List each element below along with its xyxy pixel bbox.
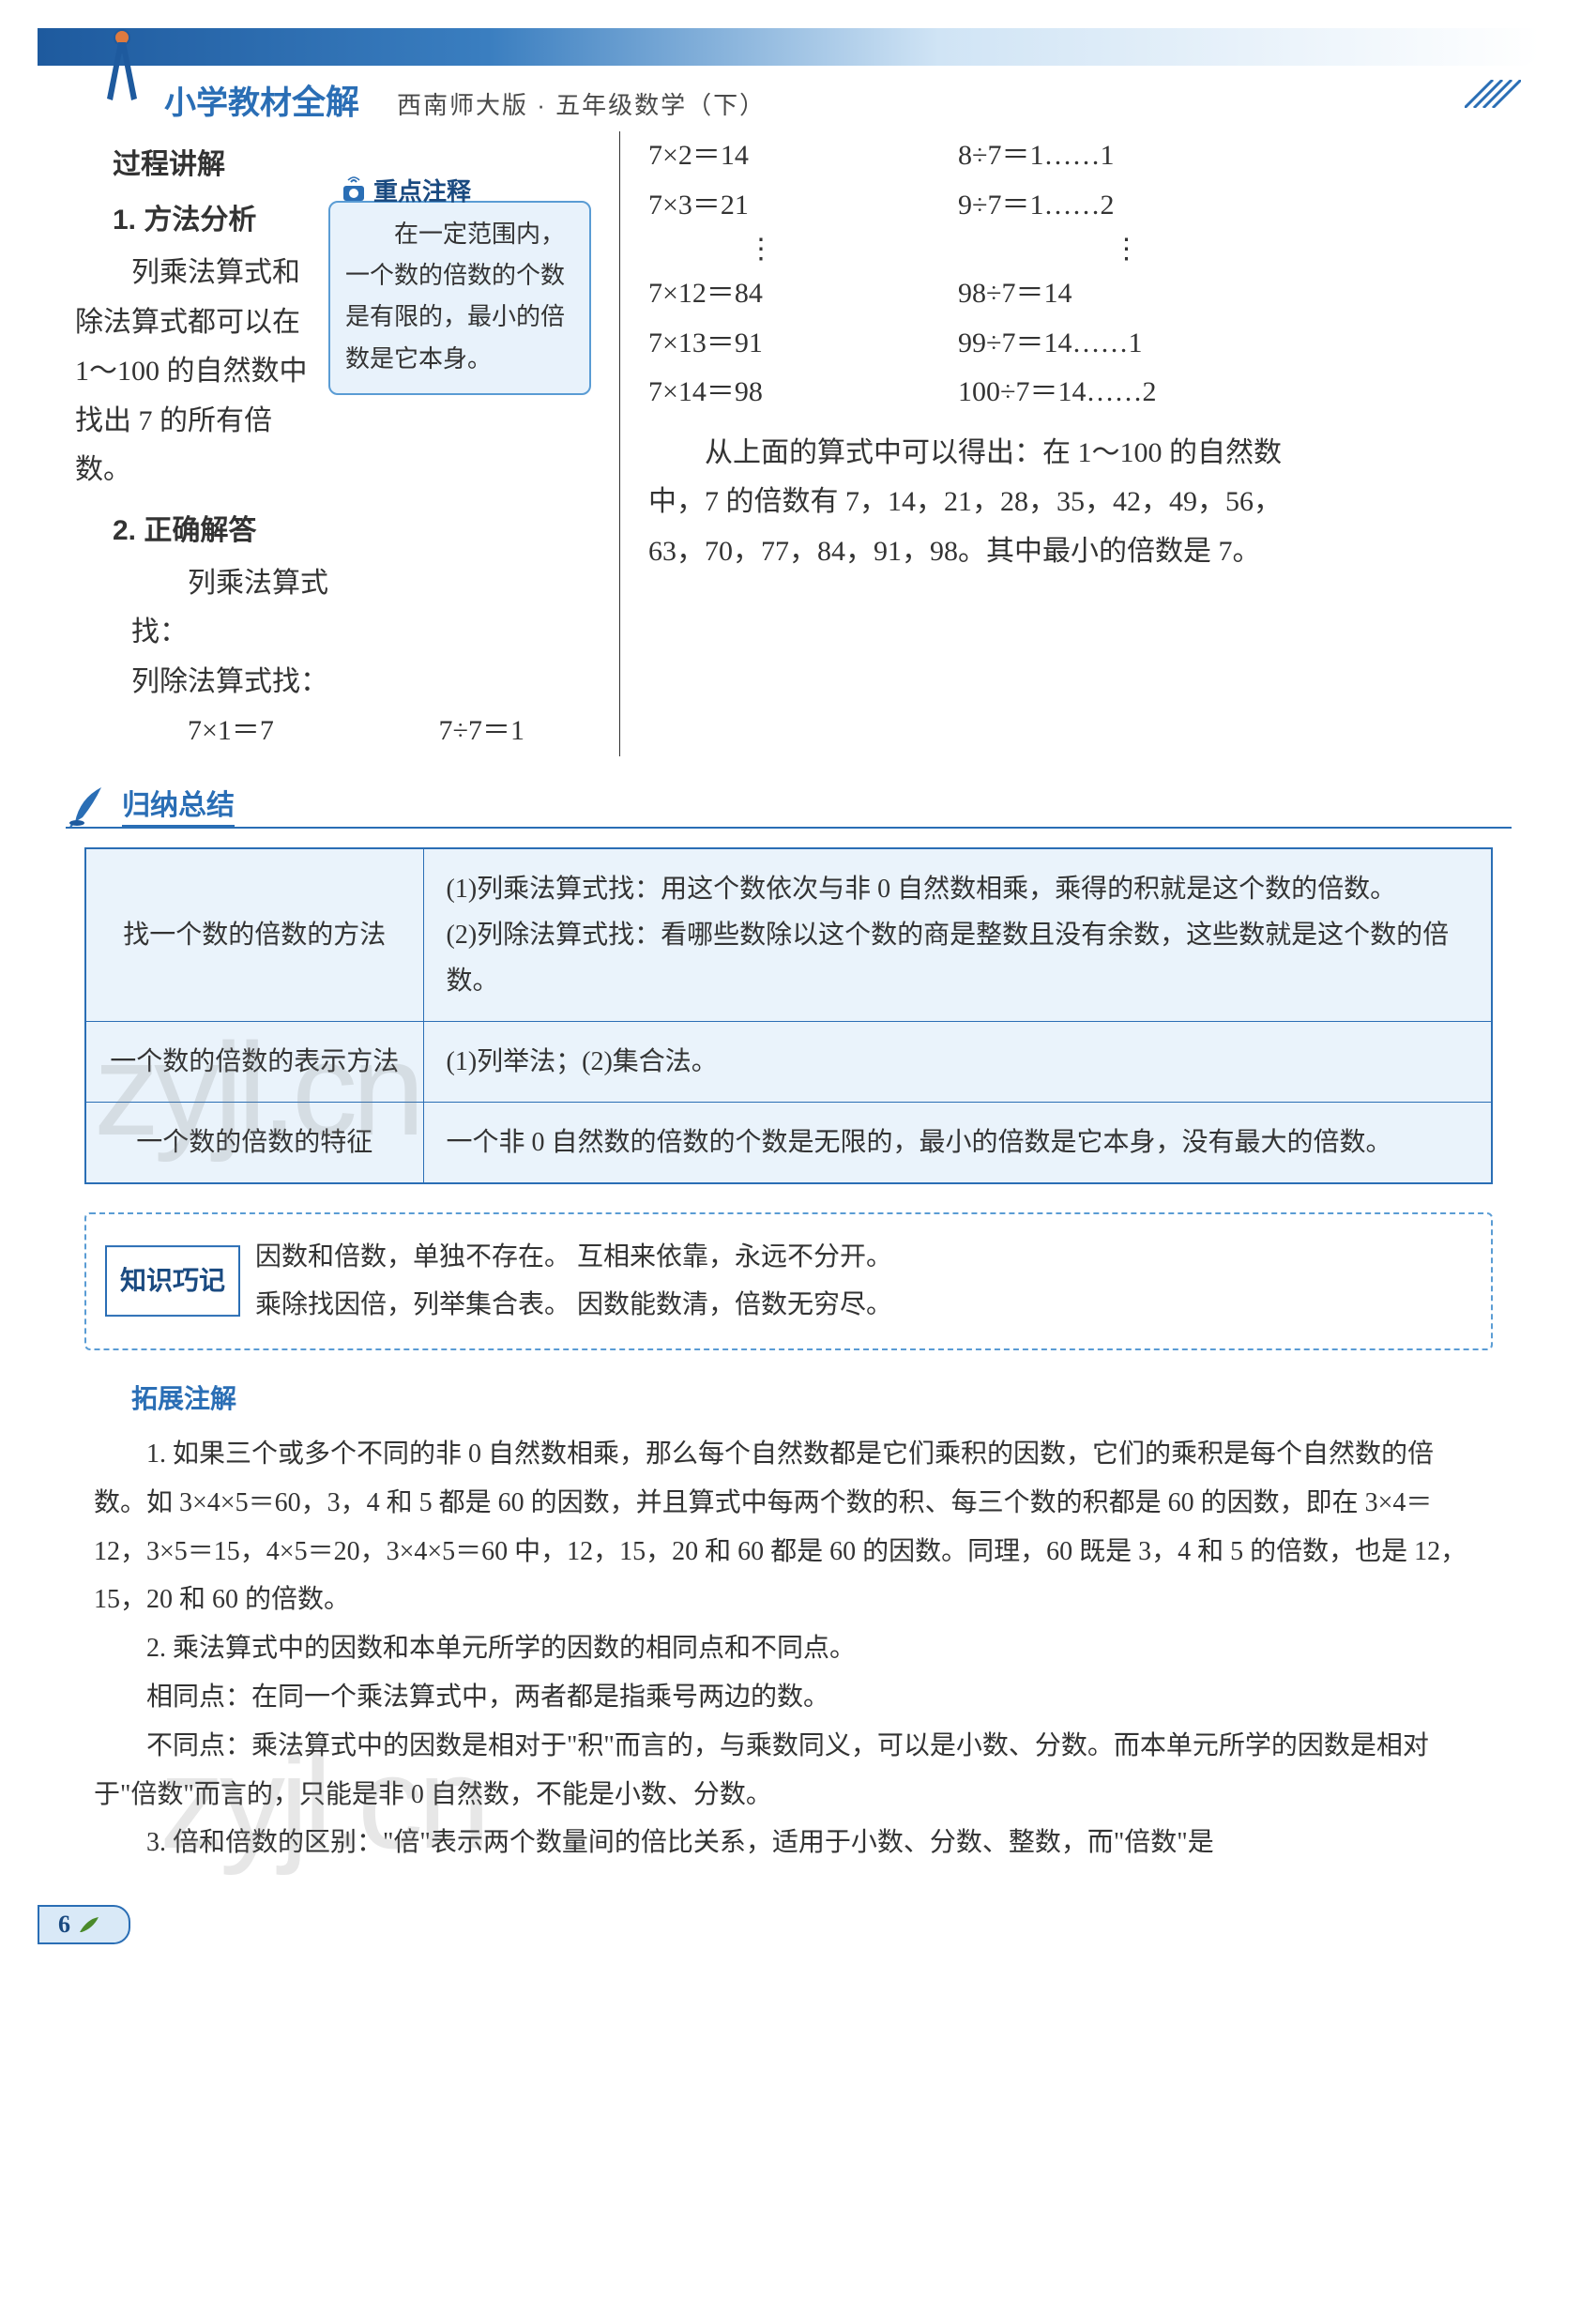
summary-header: 归纳总结 [66,780,1540,827]
summary-content-cell: (1)列举法；(2)集合法。 [423,1021,1492,1102]
calc-row: 7×2＝14 8÷7＝1……1 [648,131,1295,181]
calc-right-cell: 9÷7＝1……2 [958,181,1295,231]
answer-labels: 列乘法算式找： 列除法算式找： [75,559,591,708]
calc-row: 7×3＝21 9÷7＝1……2 [648,181,1295,231]
tips-label: 知识巧记 [105,1245,240,1317]
extension-heading: 拓展注解 [131,1378,1540,1416]
summary-section: 归纳总结 找一个数的倍数的方法(1)列乘法算式找：用这个数依次与非 0 自然数相… [38,780,1540,1184]
summary-row: 一个数的倍数的特征一个非 0 自然数的倍数的个数是无限的，最小的倍数是它本身，没… [85,1102,1492,1183]
title-block: 小学教材全解 西南师大版 · 五年级数学（下） [164,75,766,124]
summary-content-cell: 一个非 0 自然数的倍数的个数是无限的，最小的倍数是它本身，没有最大的倍数。 [423,1102,1492,1183]
leaf-icon [78,1915,100,1934]
calc-right-cell: 100÷7＝14……2 [958,368,1295,418]
tips-line-2: 乘除找因倍，列举集合表。 因数能数清，倍数无穷尽。 [255,1281,1465,1330]
calc-left-cell: 7×14＝98 [648,368,874,418]
note-title: 重点注释 [373,173,471,207]
calc-left-cell: 7×12＝84 [648,269,874,319]
div-first: 7÷7＝1 [383,707,524,756]
page-number: 6 [58,1911,70,1939]
summary-underline [66,827,1512,829]
feather-icon [66,780,113,827]
tips-line-1: 因数和倍数，单独不存在。 互相来依靠，永远不分开。 [255,1233,1465,1282]
note-header: 重点注释 [340,173,471,207]
calculation-rows: 7×2＝148÷7＝1……17×3＝219÷7＝1……2⋮⋮7×12＝8498÷… [648,131,1295,418]
calc-row: 7×12＝84 98÷7＝14 [648,269,1295,319]
mult-label: 列乘法算式找： [131,559,375,658]
ext-p5: 3. 倍和倍数的区别："倍"表示两个数量间的倍比关系，适用于小数、分数、整数，而… [94,1819,1483,1867]
note-body: 在一定范围内，一个数的倍数的个数是有限的，最小的倍数是它本身。 [345,214,574,380]
ext-p4: 不同点：乘法算式中的因数是相对于"积"而言的，与乘数同义，可以是小数、分数。而本… [94,1722,1483,1820]
tips-box: 知识巧记 因数和倍数，单独不存在。 互相来依靠，永远不分开。 乘除找因倍，列举集… [84,1212,1493,1351]
hatch-decoration-icon [1465,80,1521,108]
summary-content-cell: (1)列乘法算式找：用这个数依次与非 0 自然数相乘，乘得的积就是这个数的倍数。… [423,848,1492,1022]
two-column-layout: 过程讲解 重点注释 在一定范围内，一个数的倍数的个数是有限的，最小的倍数是它本身… [75,131,1540,756]
calc-row: 7×14＝98 100÷7＝14……2 [648,368,1295,418]
calc-row: 7×13＝91 99÷7＝14……1 [648,319,1295,369]
book-title: 小学教材全解 [164,75,359,124]
calc-left-cell: 7×3＝21 [648,181,874,231]
page-header: 小学教材全解 西南师大版 · 五年级数学（下） [38,28,1540,113]
summary-table: 找一个数的倍数的方法(1)列乘法算式找：用这个数依次与非 0 自然数相乘，乘得的… [84,847,1493,1184]
right-column: 7×2＝148÷7＝1……17×3＝219÷7＝1……2⋮⋮7×12＝8498÷… [619,131,1295,756]
summary-label-cell: 一个数的倍数的特征 [85,1102,423,1183]
conclusion-text: 从上面的算式中可以得出：在 1～100 的自然数中，7 的倍数有 7，14，21… [648,429,1295,577]
page-footer: 6 [38,1905,1540,1944]
summary-row: 找一个数的倍数的方法(1)列乘法算式找：用这个数依次与非 0 自然数相乘，乘得的… [85,848,1492,1022]
summary-title: 归纳总结 [122,782,235,827]
ext-p3: 相同点：在同一个乘法算式中，两者都是指乘号两边的数。 [94,1673,1483,1722]
book-title-emph: 全解 [292,83,359,121]
calc-right-cell: 98÷7＝14 [958,269,1295,319]
compass-icon [94,23,150,108]
key-note-box: 重点注释 在一定范围内，一个数的倍数的个数是有限的，最小的倍数是它本身。 [328,201,591,395]
left-column: 过程讲解 重点注释 在一定范围内，一个数的倍数的个数是有限的，最小的倍数是它本身… [75,131,619,756]
calc-right-cell: 8÷7＝1……1 [958,131,1295,181]
mult-first: 7×1＝7 [131,707,375,756]
div-label: 列除法算式找： [75,658,328,708]
summary-label-cell: 一个数的倍数的表示方法 [85,1021,423,1102]
answer-first-row: 7×1＝7 7÷7＝1 [75,707,591,756]
summary-label-cell: 找一个数的倍数的方法 [85,848,423,1022]
ext-p2: 2. 乘法算式中的因数和本单元所学的因数的相同点和不同点。 [94,1624,1483,1673]
summary-row: 一个数的倍数的表示方法(1)列举法；(2)集合法。 [85,1021,1492,1102]
calc-left-cell: 7×2＝14 [648,131,874,181]
header-swoosh-bg [38,28,1540,66]
camera-icon [340,176,368,205]
book-title-prefix: 小学教材 [164,85,292,121]
ext-p1: 1. 如果三个或多个不同的非 0 自然数相乘，那么每个自然数都是它们乘积的因数，… [94,1430,1483,1624]
calc-left-cell: 7×13＝91 [648,319,874,369]
page-number-badge: 6 [38,1905,130,1944]
calc-right-cell: ⋮ [958,230,1295,269]
book-subtitle: 西南师大版 · 五年级数学（下） [397,86,766,121]
calc-row: ⋮⋮ [648,230,1295,269]
calc-right-cell: 99÷7＝14……1 [958,319,1295,369]
calc-left-cell: ⋮ [648,230,874,269]
correct-answer-heading: 2. 正确解答 [113,507,591,548]
